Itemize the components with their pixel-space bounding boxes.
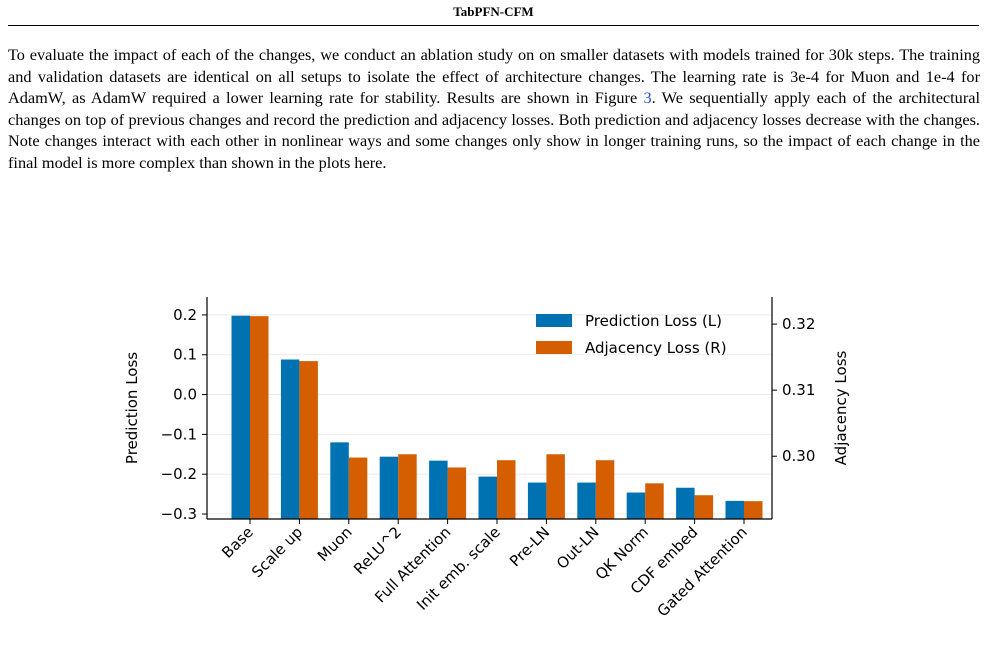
y2-tick-label: 0.31: [782, 381, 815, 399]
legend-swatch: [536, 341, 572, 354]
header-rule: [8, 25, 979, 26]
bar: [694, 495, 714, 519]
x-tick-label: Gated Attention: [654, 523, 751, 620]
y2-axis-label: Adjacency Loss: [832, 350, 850, 465]
y-tick-label: 0.2: [173, 306, 197, 324]
text: . We sequentially apply each of the arch…: [8, 88, 980, 172]
y2-tick-label: 0.30: [782, 447, 815, 465]
bar: [478, 476, 497, 519]
bar: [231, 315, 250, 519]
bar: [429, 460, 448, 519]
bar: [299, 361, 318, 519]
legend-label: Prediction Loss (L): [585, 312, 722, 330]
x-tick-label: Base: [218, 523, 257, 562]
y-axis-label: Prediction Loss: [123, 352, 141, 464]
bar: [447, 467, 467, 519]
bar: [250, 316, 269, 519]
legend-label: Adjacency Loss (R): [585, 339, 727, 357]
bar: [379, 456, 399, 519]
y-tick-label: 0.1: [173, 346, 197, 364]
bar: [398, 454, 417, 519]
bar: [348, 457, 368, 519]
bar: [577, 482, 596, 519]
y-tick-label: −0.3: [161, 505, 197, 523]
bar: [280, 359, 300, 519]
legend-swatch: [536, 314, 572, 327]
bar: [725, 500, 744, 519]
x-tick-label: Scale up: [248, 523, 306, 581]
y-tick-label: 0.0: [173, 386, 197, 404]
bar: [497, 460, 516, 519]
bar: [527, 482, 547, 519]
bar: [330, 442, 349, 519]
bar: [595, 460, 615, 519]
bar: [676, 487, 695, 519]
y-tick-label: −0.2: [161, 465, 197, 483]
x-tick-label: Pre-LN: [506, 523, 553, 570]
paragraph: To evaluate the impact of each of the ch…: [8, 44, 980, 174]
y2-tick-label: 0.32: [782, 315, 815, 333]
figure-link[interactable]: 3: [643, 88, 652, 108]
bar: [645, 483, 664, 519]
bar: [546, 454, 565, 519]
running-header: TabPFN-CFM: [453, 4, 534, 19]
text: To evaluate the impact of each of the ch…: [8, 45, 980, 108]
x-tick-label: Muon: [314, 523, 356, 565]
bar: [626, 492, 646, 519]
y-tick-label: −0.1: [161, 425, 197, 443]
bar: [744, 501, 763, 519]
x-tick-label: Out-LN: [553, 523, 603, 573]
